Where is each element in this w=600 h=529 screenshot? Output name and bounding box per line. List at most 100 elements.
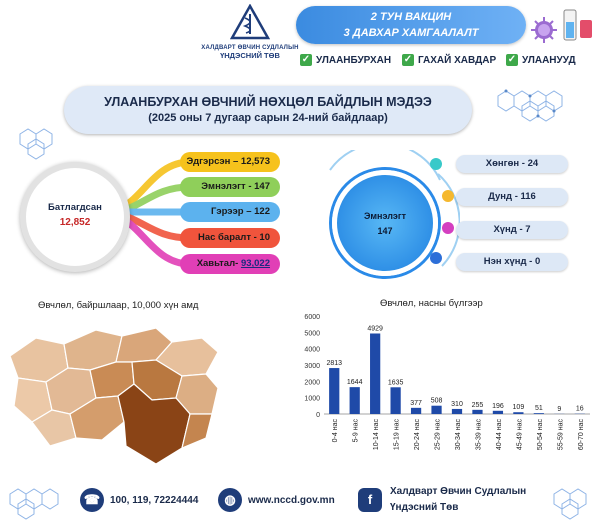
org-name-line1: ХАЛДВАРТ ӨВЧИН СУДЛАЛЫН: [201, 45, 299, 51]
age-bar-chart: 0 1000 2000 3000 4000 5000 6000 2813 0-4 нас 16 4…: [304, 314, 590, 451]
bar-value-label: 16: [576, 406, 584, 413]
confirmed-circle: Батлагдсан 12,852: [20, 162, 130, 272]
home-care-pill: Гэрээр – 122: [180, 202, 280, 222]
bar-value-label: 310: [451, 401, 463, 408]
footer-website[interactable]: www.nccd.gov.mn: [248, 495, 335, 506]
footer-org-line1: Халдварт Өвчин Судлалын: [390, 486, 527, 497]
bar-value-label: 109: [513, 404, 525, 411]
footer-phone: 100, 119, 72224444: [110, 495, 199, 506]
report-date: (2025 оны 7 дугаар сарын 24-ний байдлаар…: [148, 112, 388, 124]
hexagon-pattern-icon: [553, 488, 587, 520]
bar-value-label: 9: [557, 406, 561, 413]
hospitalized-value: 147: [377, 226, 393, 236]
age-chart-title: Өвчлөл, насны бүлгээр: [380, 298, 483, 309]
bar-value-label: 377: [410, 400, 422, 407]
footer-org-line2: Үндэсний Төв: [390, 502, 459, 513]
x-tick-label: 15-19 нас: [394, 419, 401, 451]
y-tick-label: 4000: [304, 347, 320, 354]
x-tick-label: 35-39 нас: [475, 419, 482, 451]
x-tick-label: 45-49 нас: [516, 419, 523, 451]
report-title-box: УЛААНБУРХАН ӨВЧНИЙ НӨХЦӨЛ БАЙДЛЫН МЭДЭЭ …: [64, 86, 472, 134]
mild-dot: [430, 158, 442, 170]
bar: [472, 409, 483, 414]
x-tick-label: 20-24 нас: [414, 419, 421, 451]
check-rubella: ✓ УЛААНУУД: [506, 54, 576, 66]
contacts-label: Хавьтал-: [196, 258, 241, 269]
bar-value-label: 4929: [367, 325, 383, 332]
severe-badge: Хүнд - 7: [456, 221, 568, 239]
y-tick-label: 1000: [304, 396, 320, 403]
x-tick-label: 5-9 нас: [353, 419, 360, 443]
check-mumps-label: ГАХАЙ ХАВДАР: [418, 54, 497, 66]
critical-dot: [430, 252, 442, 264]
hospitalized-label: Эмнэлэгт: [363, 211, 407, 221]
x-tick-label: 50-54 нас: [537, 419, 544, 451]
bar-value-label: 1635: [388, 379, 404, 386]
check-measles-label: УЛААНБУРХАН: [316, 54, 392, 66]
contacts-pill: Хавьтал- 93,022: [180, 254, 280, 274]
x-tick-label: 25-29 нас: [435, 419, 442, 451]
critical-badge: Нэн хүнд - 0: [456, 253, 568, 271]
check-rubella-label: УЛААНУУД: [522, 54, 576, 66]
hexagon-pattern-icon: [497, 89, 563, 122]
bar-value-label: 508: [431, 398, 443, 405]
hexagon-pattern-icon: [19, 128, 53, 160]
bar-value-label: 2813: [326, 360, 342, 367]
x-tick-label: 30-34 нас: [455, 419, 462, 451]
globe-icon: ◍: [218, 488, 242, 512]
check-measles: ✓ УЛААНБУРХАН: [300, 54, 391, 66]
x-tick-label: 0-4 нас: [332, 419, 339, 443]
y-tick-label: 3000: [304, 363, 320, 370]
bar: [431, 405, 442, 414]
facebook-icon[interactable]: f: [358, 488, 382, 512]
hexagon-pattern-icon: [9, 488, 59, 520]
moderate-dot: [442, 190, 454, 202]
check-icon: ✓: [402, 54, 414, 66]
mild-badge: Хөнгөн - 24: [456, 155, 568, 173]
bar-value-label: 196: [492, 403, 504, 410]
phone-icon: ☎: [80, 488, 104, 512]
virus-syringe-icon: [531, 9, 592, 43]
bar: [349, 387, 360, 414]
y-tick-label: 0: [316, 412, 320, 419]
bar: [410, 407, 422, 414]
bar: [390, 387, 401, 414]
footer: ☎ 100, 119, 72224444 ◍ www.nccd.gov.mn f…: [0, 474, 600, 529]
vaccine-line2: 3 ДАВХАР ХАМГААЛАЛТ: [343, 27, 479, 39]
vaccine-line1: 2 ТУН ВАКЦИН: [370, 11, 452, 23]
bar-value-label: 255: [472, 402, 484, 409]
check-icon: ✓: [300, 54, 312, 66]
x-tick-label: 10-14 нас: [373, 419, 380, 451]
bar: [513, 412, 524, 414]
bar-value-label: 51: [535, 405, 543, 412]
org-name-line2: ҮНДЭСНИЙ ТӨВ: [220, 51, 280, 60]
y-tick-label: 6000: [304, 314, 320, 321]
check-mumps: ✓ ГАХАЙ ХАВДАР: [402, 54, 496, 66]
report-title: УЛААНБУРХАН ӨВЧНИЙ НӨХЦӨЛ БАЙДЛЫН МЭДЭЭ: [104, 95, 432, 109]
bar: [451, 408, 463, 414]
x-tick-label: 55-59 нас: [557, 419, 564, 451]
contacts-link[interactable]: 93,022: [240, 258, 270, 269]
hospitalized-circle: Эмнэлэгт 147: [332, 170, 438, 276]
y-tick-label: 2000: [304, 379, 320, 386]
x-tick-label: 40-44 нас: [496, 419, 503, 451]
check-icon: ✓: [506, 54, 518, 66]
mongolia-choropleth-map: [9, 327, 219, 465]
recovered-pill: Эдгэрсэн – 12,573: [180, 152, 280, 172]
deaths-pill: Нас баралт - 10: [180, 228, 280, 248]
map-title: Өвчлөл, байршлаар, 10,000 хүн амд: [38, 300, 199, 311]
bar: [329, 368, 340, 414]
x-tick-label: 60-70 нас: [578, 419, 585, 451]
vaccine-banner: 2 ТУН ВАКЦИН 3 ДАВХАР ХАМГААЛАЛТ: [296, 6, 526, 44]
bar: [533, 413, 544, 414]
confirmed-label: Батлагдсан: [48, 202, 102, 213]
moderate-badge: Дунд - 116: [456, 188, 568, 206]
confirmed-value: 12,852: [59, 217, 91, 228]
bar: [370, 333, 381, 414]
y-tick-label: 5000: [304, 330, 320, 337]
hospitalized-pill: Эмнэлэгт - 147: [180, 177, 280, 197]
logo-emblem-icon: [229, 3, 271, 40]
org-logo: ХАЛДВАРТ ӨВЧИН СУДЛАЛЫН ҮНДЭСНИЙ ТӨВ: [200, 3, 300, 64]
severe-dot: [442, 222, 454, 234]
bar: [492, 410, 504, 414]
